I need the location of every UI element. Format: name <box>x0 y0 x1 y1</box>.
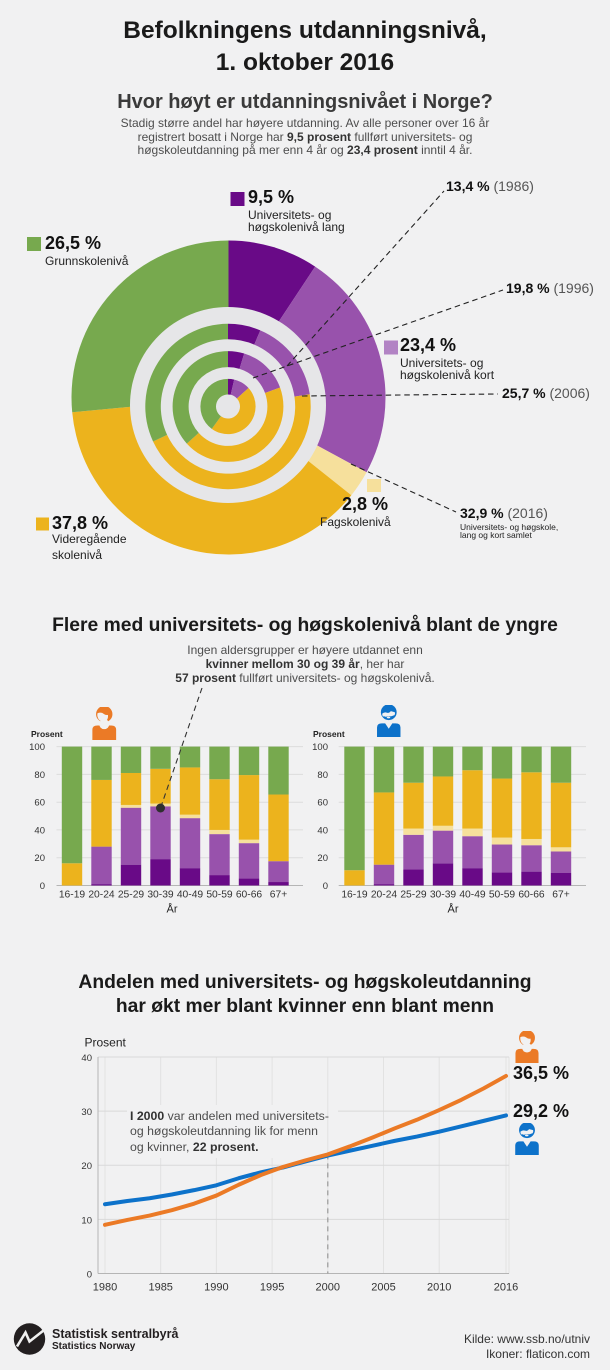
svg-text:0: 0 <box>87 1270 92 1281</box>
svg-text:30: 30 <box>81 1107 92 1118</box>
svg-text:20: 20 <box>317 853 328 864</box>
svg-text:20: 20 <box>34 853 45 864</box>
svg-text:Prosent: Prosent <box>313 729 345 739</box>
svg-text:1990: 1990 <box>204 1282 228 1294</box>
svg-text:25-29: 25-29 <box>118 890 145 901</box>
svg-text:0: 0 <box>40 881 45 892</box>
svg-text:60: 60 <box>317 798 328 809</box>
svg-text:2005: 2005 <box>371 1282 395 1294</box>
svg-text:10: 10 <box>81 1215 92 1226</box>
svg-text:80: 80 <box>34 770 45 781</box>
svg-text:2000: 2000 <box>316 1282 340 1294</box>
svg-text:67+: 67+ <box>552 890 569 901</box>
svg-text:Prosent: Prosent <box>31 729 63 739</box>
svg-text:0: 0 <box>323 881 328 892</box>
svg-text:30-39: 30-39 <box>430 890 457 901</box>
svg-text:67+: 67+ <box>270 890 287 901</box>
svg-text:Prosent: Prosent <box>85 1036 127 1050</box>
svg-text:40: 40 <box>81 1053 92 1064</box>
svg-text:2010: 2010 <box>427 1282 451 1294</box>
svg-text:År: År <box>167 903 178 916</box>
svg-text:16-19: 16-19 <box>59 890 86 901</box>
svg-text:60-66: 60-66 <box>236 890 263 901</box>
svg-text:50-59: 50-59 <box>206 890 233 901</box>
svg-text:1980: 1980 <box>93 1282 117 1294</box>
svg-text:År: År <box>448 903 459 916</box>
svg-text:80: 80 <box>317 770 328 781</box>
svg-text:20-24: 20-24 <box>371 890 398 901</box>
svg-text:20: 20 <box>81 1161 92 1172</box>
svg-text:40: 40 <box>317 825 328 836</box>
svg-text:50-59: 50-59 <box>489 890 516 901</box>
svg-text:40-49: 40-49 <box>177 890 204 901</box>
svg-text:100: 100 <box>312 742 328 753</box>
svg-text:30-39: 30-39 <box>147 890 174 901</box>
svg-text:40-49: 40-49 <box>459 890 486 901</box>
svg-text:1985: 1985 <box>148 1282 172 1294</box>
svg-text:40: 40 <box>34 825 45 836</box>
svg-text:16-19: 16-19 <box>341 890 368 901</box>
svg-text:60-66: 60-66 <box>518 890 545 901</box>
svg-text:100: 100 <box>29 742 45 753</box>
svg-text:2016: 2016 <box>494 1282 518 1294</box>
svg-text:1995: 1995 <box>260 1282 284 1294</box>
svg-text:60: 60 <box>34 798 45 809</box>
svg-text:25-29: 25-29 <box>400 890 427 901</box>
svg-text:20-24: 20-24 <box>88 890 115 901</box>
